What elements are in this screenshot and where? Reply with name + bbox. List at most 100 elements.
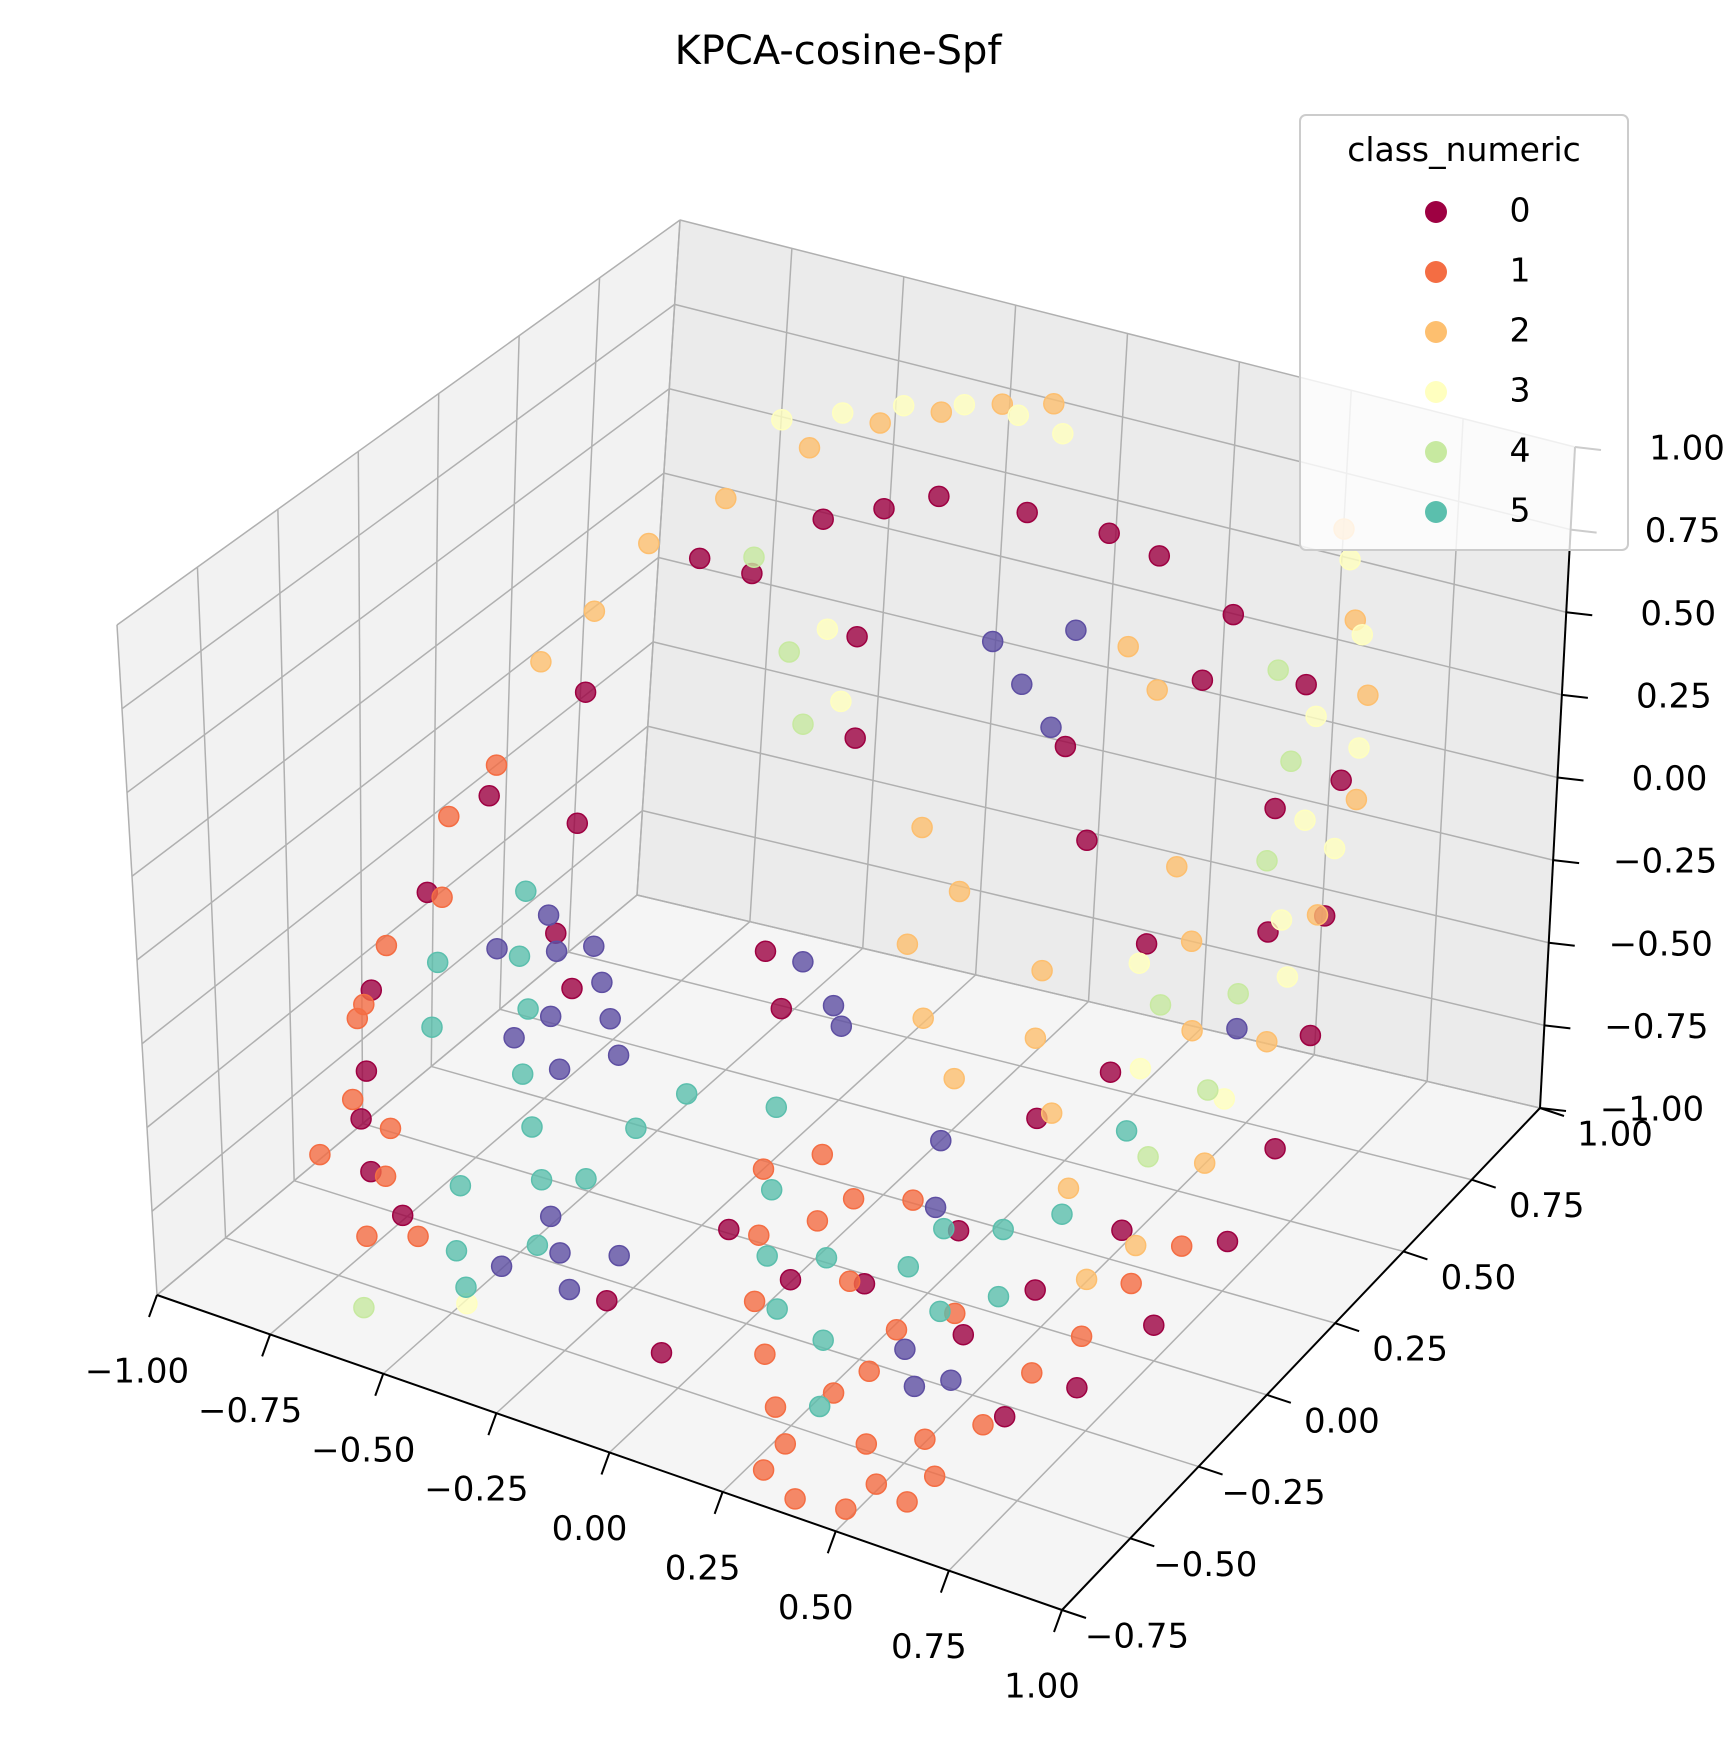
data-point [508,945,531,967]
data-point [374,1165,397,1188]
data-point [1040,1102,1063,1124]
z-tick-label: 1.00 [1649,429,1725,469]
data-point [1295,673,1317,696]
data-point [842,1188,865,1210]
y-axis-line [1061,1107,1541,1611]
data-point [426,951,449,974]
data-point [486,937,508,960]
z-tick-label: −1.00 [1600,1090,1704,1130]
data-point [341,1088,364,1111]
data-point [1040,716,1062,739]
data-point [1181,1019,1203,1042]
x-tick-label: 0.25 [665,1548,741,1588]
grid-line-x-floor [269,921,751,1335]
data-point [1120,1272,1142,1295]
data-point [743,546,765,568]
legend-marker [1425,321,1447,343]
data-point [530,1169,553,1191]
data-point [449,1174,472,1197]
data-point [545,922,567,944]
legend-label: 3 [1510,371,1531,410]
x-tick-label: −1.00 [85,1352,189,1392]
data-point [1065,619,1087,641]
y-tick-mark [1061,1609,1087,1619]
data-point [991,393,1014,415]
data-point [756,1245,778,1267]
legend-marker [1425,201,1447,223]
z-tick-label: −0.75 [1604,1007,1708,1047]
data-point [1011,673,1033,696]
data-point [1264,797,1286,820]
data-point [1024,1279,1046,1301]
data-point [1267,659,1289,681]
data-point [846,625,868,648]
data-point [561,977,583,1000]
data-point [1276,966,1299,988]
data-point [808,1395,831,1418]
data-point [1264,1137,1286,1160]
data-point [478,785,500,807]
grid-line-z-back [636,894,1541,1109]
data-point [1016,501,1038,524]
data-point [1021,1362,1043,1384]
data-point [1043,393,1065,415]
data-point [548,1058,571,1081]
data-point [858,1360,880,1383]
data-point [892,394,915,417]
data-point [752,1459,775,1481]
data-point [549,1242,571,1264]
data-point [309,1143,331,1166]
data-point [485,754,508,776]
data-point [1146,679,1168,701]
data-point [924,1196,947,1219]
grid-line-y-floor [431,1065,1336,1324]
data-point [688,547,711,570]
data-point [816,618,839,640]
z-tick-label: 0.00 [1632,759,1708,799]
grid-line-z-left [146,725,649,1129]
data-point [830,1015,853,1037]
z-tick-label: 0.25 [1636,676,1712,716]
data-point [1149,994,1172,1016]
data-point [1128,952,1151,974]
data-point [766,1298,788,1320]
data-point [1256,850,1278,872]
grid-line-x-floor [835,1054,1315,1532]
z-tick-mark [1566,611,1593,617]
data-point [822,1382,845,1404]
data-point [798,437,821,459]
data-point [490,1255,513,1278]
data-point [431,886,453,909]
data-point [1129,1057,1152,1080]
data-point [811,1143,834,1166]
data-point [1222,603,1245,626]
z-tick-label: −0.25 [1613,842,1717,882]
data-point [894,1338,916,1361]
data-point [1213,1088,1236,1110]
data-point [526,1234,549,1256]
data-point [1227,982,1249,1005]
data-point [715,487,737,510]
grid-line-y-floor [362,1122,1268,1396]
data-point [771,409,793,431]
legend-label: 0 [1510,191,1531,230]
data-point [1111,1219,1133,1242]
data-point [774,1433,797,1455]
grid-line-x-floor [608,1000,1090,1454]
x-tick-mark [600,1452,611,1475]
grid-line-z-back [647,725,1549,944]
data-point [1052,422,1074,445]
data-point [912,1007,934,1029]
data-point [760,1179,783,1201]
data-point [355,1060,378,1082]
data-point [930,401,953,423]
data-point [830,690,852,713]
grid-line-x-floor [948,1080,1428,1572]
data-points [309,393,1379,1520]
data-point [1191,669,1214,691]
data-point [1339,548,1361,571]
data-point [1348,737,1370,759]
data-point [748,1224,770,1246]
